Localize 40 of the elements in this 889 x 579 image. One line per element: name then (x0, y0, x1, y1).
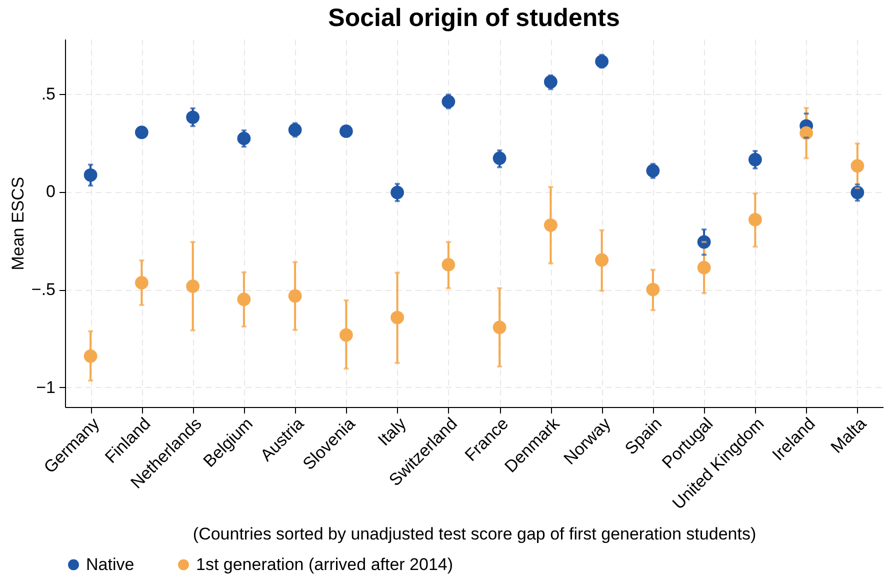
y-tick-label: −.5 (31, 280, 56, 300)
point (186, 110, 200, 124)
point (442, 258, 456, 272)
point (288, 289, 302, 303)
chart-title: Social origin of students (328, 4, 620, 32)
y-tick-label: 0 (46, 182, 56, 202)
point (492, 320, 506, 334)
point (288, 123, 302, 137)
point (850, 186, 864, 200)
x-axis-title: (Countries sorted by unadjusted test score gap of first generation students) (192, 524, 756, 544)
point (390, 186, 404, 200)
point (237, 292, 251, 306)
point (748, 212, 762, 226)
point (646, 164, 660, 178)
y-axis-title: Mean ESCS (8, 176, 28, 270)
point (544, 75, 558, 89)
point (595, 54, 609, 68)
point (595, 253, 609, 267)
point (800, 126, 814, 140)
y-tick-label: .5 (41, 84, 56, 104)
point (186, 280, 200, 293)
point (544, 218, 558, 232)
point (134, 126, 148, 140)
point (697, 260, 711, 274)
point (850, 159, 864, 173)
point (339, 124, 353, 138)
point (84, 168, 98, 182)
point (492, 152, 506, 165)
point (339, 328, 353, 342)
point (134, 276, 148, 290)
point (697, 235, 711, 249)
point (748, 152, 762, 166)
legend-label: Native (86, 554, 134, 574)
point (442, 94, 456, 108)
legend-label: 1st generation (arrived after 2014) (196, 554, 454, 574)
point (237, 132, 251, 146)
point (84, 349, 98, 363)
point (646, 282, 660, 296)
point (390, 310, 404, 324)
y-tick-label: −1 (36, 378, 56, 397)
